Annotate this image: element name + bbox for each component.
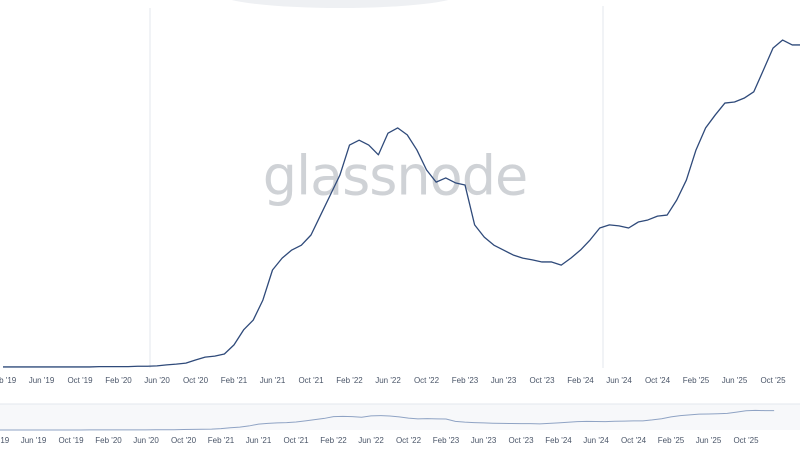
navigator-tick-label: Feb '20 xyxy=(95,436,122,445)
navigator-tick-label: Feb '23 xyxy=(433,436,460,445)
navigator-tick-label: Feb '19 xyxy=(0,436,10,445)
navigator-tick-label: Jun '20 xyxy=(133,436,159,445)
data-line xyxy=(3,39,800,368)
navigator-tick-label: Jun '24 xyxy=(583,436,609,445)
x-tick-label: Feb '19 xyxy=(0,376,17,385)
navigator-tick-label: Oct '21 xyxy=(283,436,309,445)
x-tick-label: Oct '23 xyxy=(529,376,555,385)
navigator-tick-label: Oct '22 xyxy=(396,436,422,445)
x-tick-label: Feb '24 xyxy=(567,376,594,385)
navigator-tick-label: Jun '21 xyxy=(246,436,272,445)
x-tick-label: Jun '20 xyxy=(144,376,170,385)
x-tick-label: Oct '25 xyxy=(760,376,786,385)
navigator-plot xyxy=(0,409,775,431)
navigator-tick-label: Feb '21 xyxy=(208,436,235,445)
x-tick-label: Jun '24 xyxy=(606,376,632,385)
x-tick-label: Feb '23 xyxy=(452,376,479,385)
x-tick-label: Feb '21 xyxy=(221,376,248,385)
x-tick-label: Jun '23 xyxy=(491,376,517,385)
navigator-tick-label: Oct '19 xyxy=(58,436,84,445)
x-tick-label: Jun '25 xyxy=(722,376,748,385)
navigator-tick-label: Feb '24 xyxy=(545,436,572,445)
navigator-tick-label: Jun '25 xyxy=(696,436,722,445)
x-tick-label: Feb '22 xyxy=(336,376,363,385)
navigator-tick-label: Jun '23 xyxy=(471,436,497,445)
navigator-tick-label: Oct '25 xyxy=(733,436,759,445)
plot-area xyxy=(3,39,800,368)
navigator-tick-label: Feb '25 xyxy=(658,436,685,445)
x-tick-label: Oct '20 xyxy=(183,376,209,385)
navigator-tick-label: Feb '22 xyxy=(320,436,347,445)
x-tick-label: Oct '21 xyxy=(298,376,324,385)
navigator-tick-label: Jun '22 xyxy=(358,436,384,445)
watermark: glassnode xyxy=(263,145,527,208)
navigator-tick-label: Jun '19 xyxy=(21,436,47,445)
navigator-tick-label: Oct '24 xyxy=(621,436,647,445)
x-tick-label: Jun '19 xyxy=(29,376,55,385)
x-tick-label: Jun '21 xyxy=(260,376,286,385)
x-tick-label: Feb '25 xyxy=(683,376,710,385)
navigator-tick-label: Oct '20 xyxy=(171,436,197,445)
x-tick-label: Oct '22 xyxy=(414,376,440,385)
navigator-tick-label: Oct '23 xyxy=(508,436,534,445)
navigator-line xyxy=(0,409,775,431)
x-tick-label: Oct '24 xyxy=(645,376,671,385)
x-tick-label: Feb '20 xyxy=(105,376,132,385)
x-tick-label: Jun '22 xyxy=(375,376,401,385)
x-tick-label: Oct '19 xyxy=(67,376,93,385)
top-shadow xyxy=(231,0,449,8)
